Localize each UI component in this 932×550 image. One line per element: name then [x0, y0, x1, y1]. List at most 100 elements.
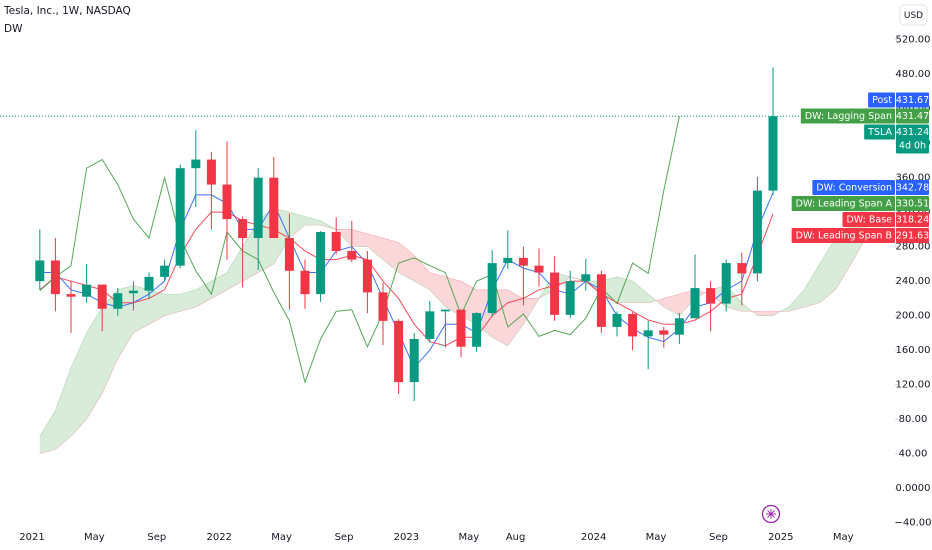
- candle-body: [706, 288, 716, 304]
- price-label: 431.67 Post: [868, 92, 929, 108]
- price-label: 431.47 DW: Lagging Span: [800, 108, 929, 124]
- cloud-fill: [55, 367, 71, 450]
- candle-body: [768, 116, 778, 191]
- cloud-fill: [429, 272, 446, 308]
- cloud-fill: [757, 311, 773, 316]
- cloud-fill: [195, 281, 212, 308]
- cloud-fill: [617, 276, 633, 303]
- x-axis: 2021 May Sep 2022 May Sep 2023 May Aug 2024 May Sep…: [19, 532, 853, 543]
- candle-body: [128, 290, 138, 294]
- price-label-value-bg: [896, 195, 929, 211]
- price-label: 291.63 DW: Leading Span B: [791, 227, 929, 243]
- price-label: 318.24 DW: Base: [842, 211, 929, 227]
- cloud-fill: [648, 294, 656, 303]
- dw-lagging-span-line: [39, 115, 680, 384]
- x-tick-label: May: [646, 532, 667, 543]
- candle-body: [238, 219, 248, 239]
- price-label-value-bg: [896, 211, 929, 227]
- y-tick-label: 0.0000: [896, 483, 931, 494]
- candle-body: [66, 294, 76, 297]
- y-tick-label: 280.00: [896, 242, 931, 253]
- x-tick-label: 2023: [394, 532, 419, 543]
- y-tick-label: 40.00: [899, 449, 928, 460]
- x-tick-label: 2025: [768, 532, 793, 543]
- candle-body: [144, 276, 154, 291]
- x-tick-label: Aug: [506, 532, 526, 543]
- candle-body: [35, 260, 45, 282]
- x-tick-label: May: [84, 532, 105, 543]
- y-tick-label: 80.00: [899, 414, 928, 425]
- y-tick-label: 120.00: [896, 380, 931, 391]
- candle-body: [628, 313, 638, 337]
- candle-body: [269, 177, 279, 239]
- candle-body: [737, 263, 747, 274]
- x-tick-label: Sep: [709, 532, 728, 543]
- price-label-name-bg: [800, 108, 895, 124]
- price-label-name: DW: Leading Span B: [796, 230, 892, 241]
- y-tick-label: 480.00: [896, 69, 931, 80]
- candle-body: [518, 257, 528, 266]
- candle-body: [175, 168, 185, 266]
- price-label-name-bg: [791, 195, 895, 211]
- price-label-name-bg: [868, 92, 895, 108]
- candle-body: [550, 272, 560, 315]
- x-tick-label: May: [271, 532, 292, 543]
- candle-body: [456, 309, 466, 347]
- price-label: 342.78 DW: Conversion: [812, 179, 929, 195]
- cloud-fill: [663, 294, 680, 316]
- candles: [35, 67, 778, 402]
- candle-body: [721, 263, 731, 304]
- candle-body: [612, 313, 622, 327]
- jump-icon[interactable]: [761, 504, 781, 524]
- y-tick-label: −40.00: [894, 518, 931, 529]
- price-label-name: DW: Base: [846, 214, 892, 225]
- currency-button[interactable]: [899, 4, 928, 26]
- candle-body: [222, 184, 232, 220]
- price-label-value-bg: [896, 108, 929, 124]
- price-label-value: 431.67: [896, 95, 929, 106]
- y-tick-label: 520.00: [896, 35, 931, 46]
- cloud-fill: [336, 229, 352, 247]
- candle-body: [425, 311, 435, 339]
- price-label-value: 318.24: [896, 214, 929, 225]
- candle-body: [581, 274, 591, 282]
- price-label-value: 431.47: [896, 111, 929, 122]
- cloud-fill: [788, 289, 805, 312]
- candle-body: [191, 159, 201, 169]
- price-label-countdown: 4d 0h: [899, 141, 926, 152]
- price-labels: 431.67 Post 431.24 4d 0h TSLA 342.78 DW: Conve…: [791, 92, 929, 243]
- candle-body: [659, 330, 669, 335]
- dw-leading-span-b-line: [39, 224, 867, 454]
- price-label-name: DW: Conversion: [816, 182, 892, 193]
- x-tick-label: May: [458, 532, 479, 543]
- cloud-fill: [305, 216, 321, 226]
- candle-body: [487, 263, 497, 314]
- indicator-name[interactable]: DW: [4, 23, 23, 35]
- candle-body: [113, 293, 123, 309]
- cloud-fill: [320, 220, 337, 230]
- cloud-fill: [102, 289, 118, 394]
- cloud-fill: [383, 238, 399, 273]
- price-label-value-bg: [896, 92, 929, 108]
- candle-body: [82, 284, 92, 297]
- cloud-fill: [632, 281, 649, 303]
- cloud-fill: [523, 298, 539, 325]
- candle-body: [674, 318, 684, 335]
- candle-body: [503, 257, 513, 264]
- x-tick-label: 2021: [19, 532, 44, 543]
- y-tick-label: 160.00: [896, 345, 931, 356]
- candle-body: [394, 320, 404, 383]
- x-tick-label: 2024: [581, 532, 606, 543]
- currency-label: USD: [904, 11, 923, 21]
- candle-body: [50, 260, 60, 295]
- candle-body: [253, 177, 263, 239]
- cloud-fill: [819, 238, 836, 303]
- x-tick-label: 2022: [206, 532, 231, 543]
- price-label-value-bg: [896, 124, 929, 154]
- candle-body: [316, 232, 326, 295]
- cloud-fill: [780, 307, 789, 312]
- candle-body: [534, 265, 544, 273]
- dw-base-line: [39, 211, 774, 347]
- plot-area: [0, 67, 895, 454]
